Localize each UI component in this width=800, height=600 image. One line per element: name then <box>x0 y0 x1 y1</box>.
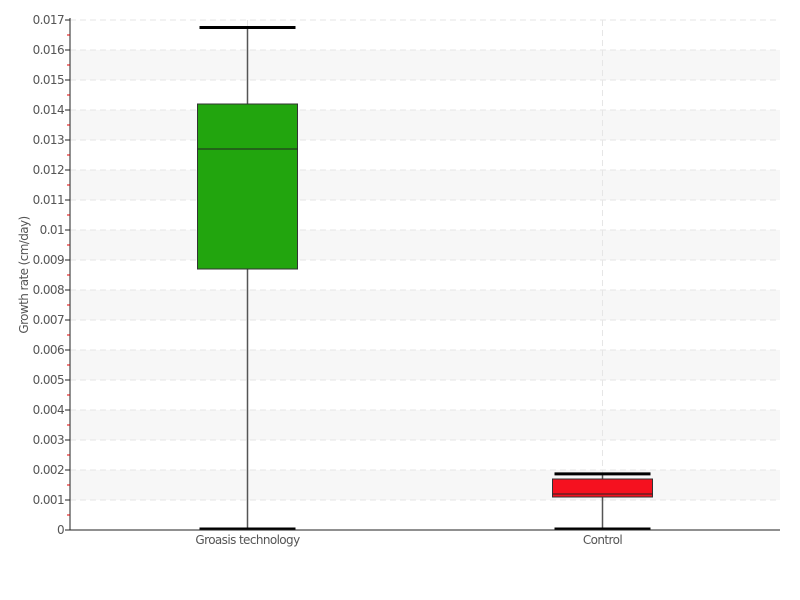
y-tick-label: 0.008 <box>33 283 64 297</box>
box-1 <box>552 478 653 498</box>
y-tick-label: 0.012 <box>33 163 64 177</box>
y-tick-label: 0.003 <box>33 433 64 447</box>
background-band <box>70 470 780 500</box>
y-tick-label: 0.015 <box>33 73 64 87</box>
background-band <box>70 350 780 380</box>
y-tick-label: 0.009 <box>33 253 64 267</box>
background-band <box>70 230 780 260</box>
boxes <box>197 26 653 531</box>
y-tick-label: 0.013 <box>33 133 64 147</box>
y-tick-label: 0.01 <box>40 223 64 237</box>
background-band <box>70 410 780 440</box>
grid-lines <box>70 19 780 530</box>
y-tick-label: 0.017 <box>33 13 64 27</box>
y-tick-label: 0.016 <box>33 43 64 57</box>
background-band <box>70 170 780 200</box>
y-tick-label: 0.011 <box>33 193 64 207</box>
y-tick-label: 0.004 <box>33 403 64 417</box>
y-tick-label: 0.002 <box>33 463 64 477</box>
x-tick-label: Control <box>583 533 622 547</box>
y-axis-title: Growth rate (cm/day) <box>17 216 31 333</box>
background-band <box>70 110 780 140</box>
y-tick-label: 0.005 <box>33 373 64 387</box>
box-0 <box>197 103 298 270</box>
background-band <box>70 290 780 320</box>
axes: 0 0.001 0.002 0.003 0.004 0.005 0.006 0.007 0.00… <box>33 13 780 547</box>
background-bands <box>70 50 780 500</box>
background-band <box>70 50 780 80</box>
y-tick-label: 0.007 <box>33 313 64 327</box>
y-tick-label: 0.001 <box>33 493 64 507</box>
x-tick-label: Groasis technology <box>195 533 300 547</box>
y-tick-label: 0.014 <box>33 103 64 117</box>
y-tick-label: 0.006 <box>33 343 64 357</box>
y-tick-label: 0 <box>57 523 64 537</box>
